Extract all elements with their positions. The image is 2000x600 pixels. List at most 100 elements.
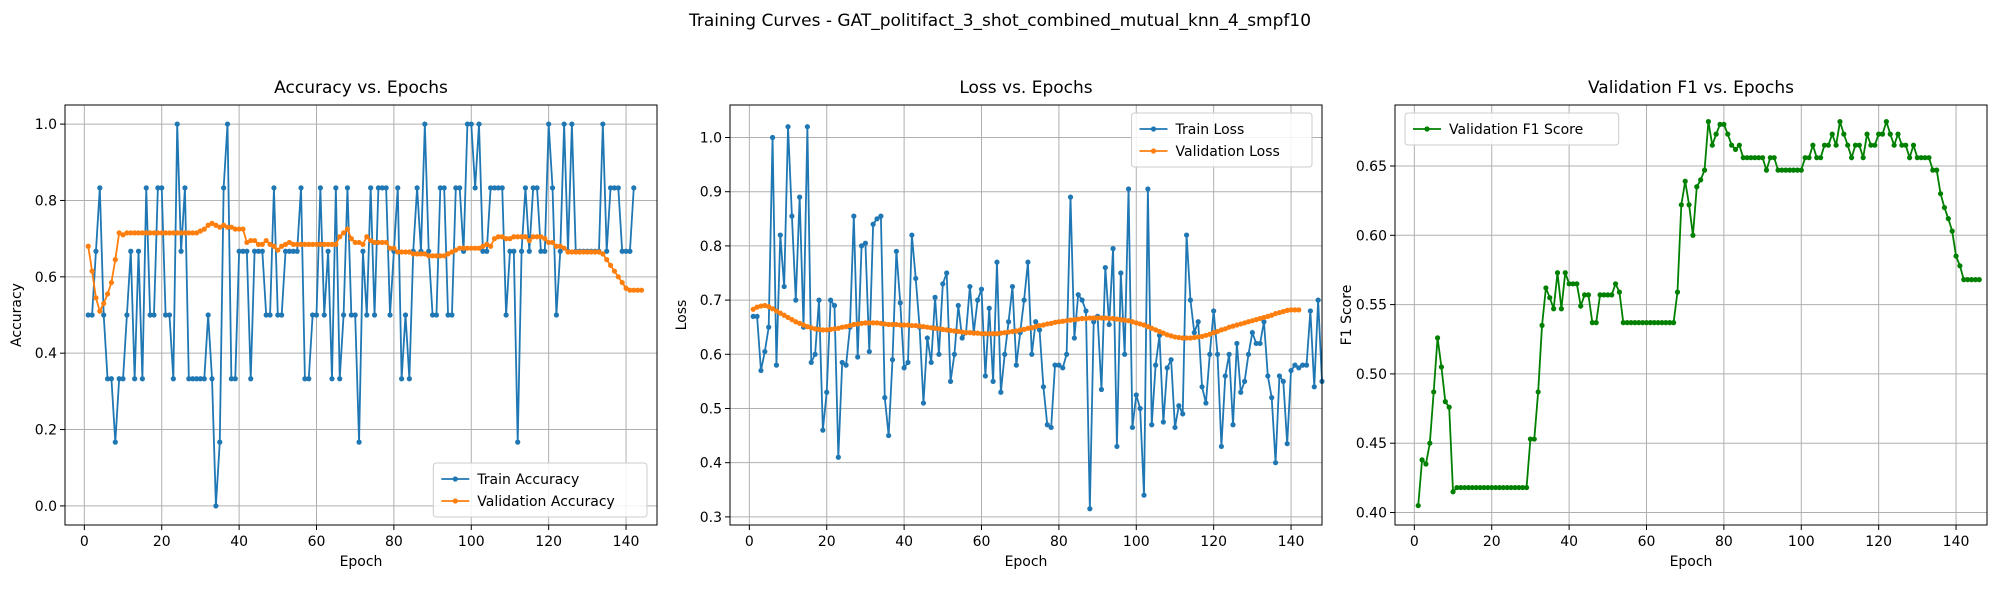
data-point xyxy=(1783,167,1789,173)
data-point xyxy=(1612,281,1619,287)
data-point xyxy=(371,312,378,318)
data-point xyxy=(310,241,316,247)
data-point xyxy=(515,234,521,240)
data-point xyxy=(1667,320,1673,326)
data-point xyxy=(151,312,157,318)
y-tick-label: 0.45 xyxy=(1356,436,1387,452)
data-point xyxy=(1879,131,1886,137)
data-point xyxy=(1176,334,1182,341)
data-point xyxy=(1535,389,1541,395)
data-point xyxy=(534,234,540,240)
data-point xyxy=(1191,330,1197,336)
data-point xyxy=(816,297,822,303)
data-point xyxy=(851,321,857,328)
data-point xyxy=(248,376,254,382)
data-point xyxy=(1589,320,1595,326)
data-point xyxy=(947,378,954,384)
data-point xyxy=(1585,292,1592,298)
data-point xyxy=(1752,155,1758,161)
legend-box xyxy=(432,462,648,518)
data-point xyxy=(893,321,899,328)
data-point xyxy=(236,248,242,254)
data-point xyxy=(426,248,432,254)
data-point xyxy=(882,395,888,401)
x-tick-label: 140 xyxy=(1943,534,1970,550)
data-point xyxy=(484,248,490,254)
data-point xyxy=(248,237,254,244)
data-point xyxy=(1199,384,1205,390)
data-point xyxy=(1315,297,1321,303)
data-point xyxy=(1709,142,1715,148)
data-point xyxy=(1640,320,1646,326)
data-point xyxy=(240,248,246,254)
data-point xyxy=(1957,263,1963,269)
data-point xyxy=(437,253,443,259)
data-point xyxy=(182,185,188,191)
data-point xyxy=(1002,351,1008,357)
y-tick-label: 0.5 xyxy=(700,401,722,417)
data-point xyxy=(947,327,954,334)
data-point xyxy=(773,308,780,314)
data-point xyxy=(93,248,99,254)
data-point xyxy=(835,454,841,460)
data-point xyxy=(1949,228,1955,234)
legend-swatch-marker xyxy=(452,498,458,504)
data-point xyxy=(224,224,231,230)
data-point xyxy=(193,376,200,382)
data-point xyxy=(944,270,950,276)
data-point xyxy=(1547,295,1553,301)
data-point xyxy=(240,226,246,232)
data-point xyxy=(916,323,923,329)
data-point xyxy=(128,230,134,236)
data-point xyxy=(1025,325,1031,331)
data-point xyxy=(1040,384,1047,390)
data-point xyxy=(433,312,440,318)
data-point xyxy=(1145,186,1151,192)
x-tick-label: 60 xyxy=(308,534,326,550)
data-point xyxy=(920,324,927,330)
data-point xyxy=(85,243,91,249)
data-point xyxy=(1872,142,1878,148)
x-tick-label: 120 xyxy=(535,534,562,550)
data-point xyxy=(1891,142,1897,148)
legend-swatch-marker xyxy=(452,476,458,482)
data-point xyxy=(282,241,289,247)
data-point xyxy=(773,362,780,368)
data-point xyxy=(1183,232,1190,238)
data-point xyxy=(286,239,293,246)
data-point xyxy=(522,185,529,191)
data-point xyxy=(1172,334,1178,340)
data-point xyxy=(538,234,544,240)
data-point xyxy=(1578,303,1584,309)
data-point xyxy=(1543,285,1549,291)
data-point xyxy=(573,249,579,255)
data-point xyxy=(928,325,934,331)
data-point xyxy=(638,287,645,293)
data-point xyxy=(1052,362,1058,368)
data-point xyxy=(294,241,300,247)
data-point xyxy=(615,185,621,191)
data-point xyxy=(116,376,122,382)
data-point xyxy=(340,230,347,236)
data-point xyxy=(429,253,436,259)
data-point xyxy=(317,185,323,191)
data-point xyxy=(789,317,795,323)
data-point xyxy=(1798,167,1804,173)
data-point xyxy=(236,226,242,232)
data-point xyxy=(360,248,366,254)
data-point xyxy=(940,281,946,287)
data-point xyxy=(1071,335,1077,341)
data-point xyxy=(251,248,258,254)
data-point xyxy=(1601,292,1607,298)
data-point xyxy=(193,230,200,236)
data-point xyxy=(1632,320,1638,326)
x-axis-label: Epoch xyxy=(1005,554,1048,570)
data-point xyxy=(982,373,988,379)
data-point xyxy=(368,237,374,244)
data-point xyxy=(607,262,614,268)
y-axis-label: Loss xyxy=(674,300,690,331)
data-point xyxy=(387,312,393,318)
data-point xyxy=(1102,315,1108,321)
data-point xyxy=(356,239,362,246)
legend-entry: Train Loss xyxy=(1175,122,1245,138)
